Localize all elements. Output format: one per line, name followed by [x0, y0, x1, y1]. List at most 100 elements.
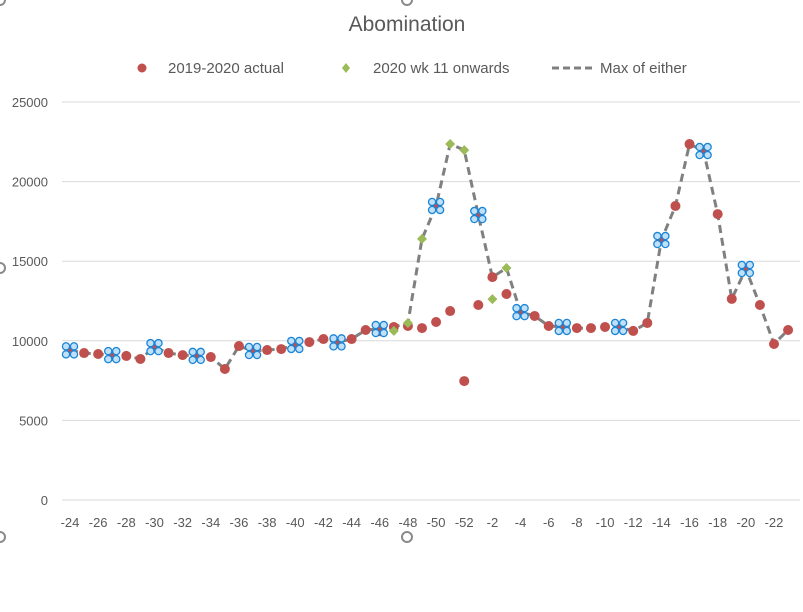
selection-handle[interactable]	[337, 342, 346, 351]
point-2020-wk11-onwards[interactable]	[459, 145, 470, 156]
selection-handle[interactable]	[610, 326, 620, 336]
selection-handle[interactable]	[244, 342, 254, 352]
selection-handle[interactable]	[745, 260, 755, 270]
resize-handle[interactable]	[0, 531, 6, 543]
point-2019-2020-actual[interactable]	[726, 293, 737, 304]
series-max-of-either-line[interactable]	[69, 141, 790, 372]
point-2019-2020-actual[interactable]	[529, 310, 540, 321]
selection-handle[interactable]	[103, 354, 113, 364]
selection-handle[interactable]	[554, 326, 564, 336]
point-2019-2020-actual[interactable]	[769, 338, 779, 349]
selection-handle[interactable]	[111, 354, 121, 364]
selection-handle[interactable]	[103, 346, 113, 356]
selection-handle[interactable]	[371, 320, 381, 330]
selection-handle[interactable]	[427, 205, 437, 215]
point-2019-2020-actual[interactable]	[445, 306, 456, 317]
selection-handle[interactable]	[520, 311, 529, 321]
selection-handle[interactable]	[745, 268, 755, 278]
plot-area[interactable]	[61, 139, 794, 387]
selection-handle[interactable]	[196, 347, 205, 357]
resize-handle[interactable]	[401, 0, 413, 6]
selection-handle[interactable]	[520, 303, 529, 313]
point-2019-2020-actual[interactable]	[712, 209, 723, 220]
selection-handle[interactable]	[69, 350, 79, 359]
selection-handle[interactable]	[435, 197, 445, 207]
selection-handle[interactable]	[478, 206, 487, 216]
selection-handle[interactable]	[653, 239, 662, 249]
selection-handle[interactable]	[653, 231, 662, 241]
point-2019-2020-actual[interactable]	[501, 288, 512, 299]
selection-handle[interactable]	[512, 311, 521, 321]
point-2020-wk11-onwards[interactable]	[402, 317, 413, 328]
selection-handle[interactable]	[610, 318, 620, 328]
selection-handle[interactable]	[703, 142, 712, 152]
selection-handle[interactable]	[661, 239, 670, 249]
selection-handle[interactable]	[737, 260, 747, 270]
point-2019-2020-actual[interactable]	[233, 341, 244, 352]
selection-handle[interactable]	[146, 338, 155, 348]
selection-handle[interactable]	[287, 336, 296, 346]
point-2019-2020-actual[interactable]	[121, 350, 132, 361]
point-2020-wk11-onwards[interactable]	[487, 294, 498, 305]
chart-selection-handles[interactable]	[0, 0, 413, 543]
point-2019-2020-actual[interactable]	[783, 324, 794, 335]
selection-handle[interactable]	[661, 231, 670, 241]
point-2019-2020-actual[interactable]	[600, 321, 611, 332]
selection-handle[interactable]	[562, 318, 572, 328]
selection-handle[interactable]	[554, 318, 564, 328]
point-2019-2020-actual[interactable]	[276, 344, 287, 355]
point-2020-wk11-onwards[interactable]	[445, 139, 456, 150]
point-2019-2020-actual[interactable]	[93, 349, 104, 360]
point-2019-2020-actual[interactable]	[543, 320, 554, 331]
resize-handle[interactable]	[0, 262, 6, 274]
selection-handle[interactable]	[379, 328, 389, 338]
selection-handle[interactable]	[329, 342, 338, 351]
x-axis[interactable]: -24 -26 -28 -30 -32 -34 -36 -38 -40 -42 -44 -46 -48-…	[61, 515, 784, 530]
point-2020-wk11-onwards[interactable]	[417, 233, 427, 244]
selection-handle[interactable]	[379, 320, 389, 330]
selection-handle[interactable]	[188, 355, 197, 365]
selection-handle[interactable]	[295, 336, 304, 346]
point-2019-2020-actual[interactable]	[754, 299, 765, 310]
point-2019-2020-actual[interactable]	[431, 317, 442, 328]
selection-handle[interactable]	[470, 206, 479, 216]
point-2019-2020-actual[interactable]	[628, 325, 639, 336]
selection-handle[interactable]	[252, 350, 262, 360]
point-2019-2020-actual[interactable]	[642, 317, 653, 328]
point-2019-2020-actual[interactable]	[571, 323, 582, 334]
point-2019-2020-actual[interactable]	[417, 323, 427, 334]
selection-handle[interactable]	[618, 326, 628, 336]
selection-handle[interactable]	[188, 347, 197, 357]
point-2019-2020-actual[interactable]	[304, 337, 315, 348]
selection-handle[interactable]	[618, 318, 628, 328]
selection-handle[interactable]	[329, 334, 338, 343]
legend[interactable]: 2019-2020 actual 2020 wk 11 onwards Max of…	[137, 60, 687, 77]
point-2019-2020-actual[interactable]	[684, 139, 695, 150]
point-2019-2020-actual[interactable]	[177, 350, 188, 361]
point-2019-2020-actual[interactable]	[487, 272, 498, 283]
point-2019-2020-actual[interactable]	[473, 299, 484, 310]
point-2019-2020-actual[interactable]	[585, 323, 596, 334]
selection-handle[interactable]	[695, 150, 704, 160]
selection-handle[interactable]	[244, 350, 254, 360]
point-2019-2020-actual[interactable]	[205, 352, 216, 363]
point-2019-2020-actual[interactable]	[135, 353, 146, 364]
point-2019-2020-actual[interactable]	[262, 345, 273, 356]
resize-handle[interactable]	[0, 0, 6, 6]
selection-handle[interactable]	[562, 326, 572, 336]
selection-handle[interactable]	[737, 268, 747, 278]
selection-handle[interactable]	[703, 150, 712, 160]
point-2019-2020-actual[interactable]	[360, 324, 371, 335]
selection-handle[interactable]	[146, 346, 155, 356]
selection-handle[interactable]	[470, 214, 479, 224]
point-2020-wk11-onwards[interactable]	[388, 325, 399, 336]
selection-handle[interactable]	[371, 328, 381, 338]
selection-handle[interactable]	[61, 342, 71, 351]
selection-handle[interactable]	[111, 346, 121, 356]
selection-handle[interactable]	[512, 303, 521, 313]
selection-handle[interactable]	[252, 342, 262, 352]
point-2019-2020-actual[interactable]	[318, 334, 329, 345]
y-axis[interactable]: 0 5000 10000 15000 20000 25000	[12, 95, 48, 508]
point-2019-2020-actual[interactable]	[346, 334, 357, 345]
